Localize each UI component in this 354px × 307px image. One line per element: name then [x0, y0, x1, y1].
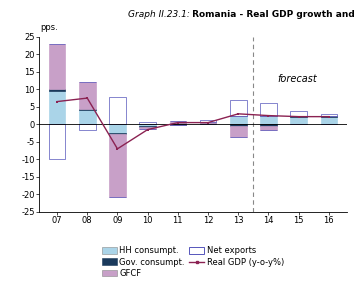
- Bar: [79, 82, 96, 109]
- Bar: [139, 124, 156, 126]
- Bar: [290, 116, 307, 117]
- Bar: [49, 124, 65, 159]
- Bar: [109, 97, 126, 124]
- Bar: [320, 117, 337, 124]
- Bar: [109, 134, 126, 197]
- Bar: [79, 110, 96, 124]
- Bar: [49, 91, 65, 124]
- Bar: [290, 111, 307, 116]
- Text: Romania - Real GDP growth and contributions: Romania - Real GDP growth and contributi…: [189, 10, 354, 19]
- Bar: [79, 109, 96, 110]
- Bar: [170, 122, 186, 124]
- Bar: [200, 122, 216, 124]
- Bar: [260, 124, 277, 126]
- Bar: [139, 122, 156, 124]
- Bar: [109, 133, 126, 134]
- Bar: [109, 124, 126, 133]
- Text: Graph II.23.1:: Graph II.23.1:: [127, 10, 189, 19]
- Bar: [230, 100, 246, 115]
- Bar: [320, 114, 337, 115]
- Text: forecast: forecast: [278, 74, 317, 84]
- Bar: [320, 115, 337, 117]
- Bar: [139, 126, 156, 127]
- Bar: [230, 126, 246, 137]
- Bar: [260, 115, 277, 124]
- Legend: HH consumpt., Gov. consumpt., GFCF, Net exports, Real GDP (y-o-y%): HH consumpt., Gov. consumpt., GFCF, Net …: [102, 247, 284, 278]
- Bar: [200, 120, 216, 122]
- Bar: [170, 121, 186, 122]
- Bar: [79, 124, 96, 130]
- Bar: [170, 124, 186, 125]
- Bar: [49, 89, 65, 91]
- Bar: [290, 117, 307, 124]
- Bar: [230, 124, 246, 126]
- Bar: [139, 127, 156, 129]
- Bar: [260, 103, 277, 115]
- Bar: [260, 126, 277, 130]
- Bar: [230, 115, 246, 124]
- Text: pps.: pps.: [40, 23, 58, 32]
- Bar: [49, 44, 65, 89]
